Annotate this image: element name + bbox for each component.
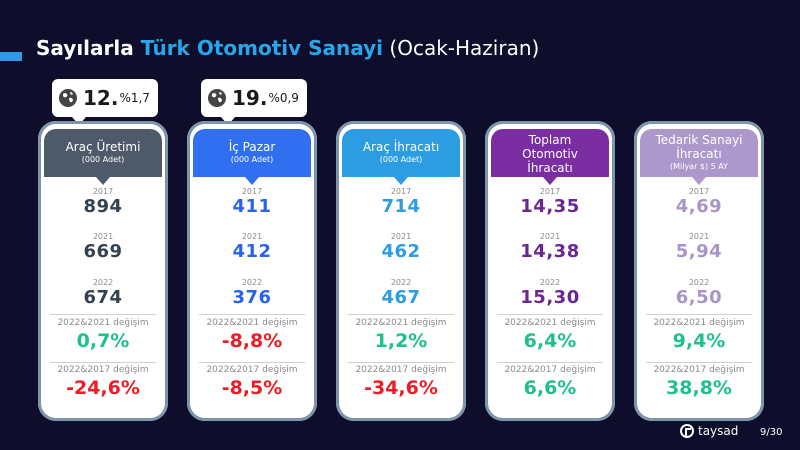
year-label: 2022 xyxy=(688,278,710,287)
year-label: 2021 xyxy=(688,232,710,241)
year-value: 376 xyxy=(232,287,272,308)
year-value: 4,69 xyxy=(675,196,723,217)
badge-rank: 12. xyxy=(83,86,119,110)
card-supplier-export: Tedarik Sanayi İhracatı (Milyar $) 5 AY 20… xyxy=(634,121,764,421)
year-label: 2017 xyxy=(688,187,710,196)
divider xyxy=(497,362,603,363)
change-label: 2022&2021 değişim xyxy=(504,318,596,328)
card-header: Tedarik Sanayi İhracatı (Milyar $) 5 AY xyxy=(640,129,758,185)
year-label: 2021 xyxy=(241,232,263,241)
card-vehicle-export: Araç İhracatı (000 Adet) 2017 714 2021 462 202… xyxy=(336,121,466,421)
card-header: Araç İhracatı (000 Adet) xyxy=(342,129,460,185)
card-domestic-market: İç Pazar (000 Adet) 2017 411 2021 412 2022 376 2… xyxy=(187,121,317,421)
badge-rank: 19. xyxy=(232,86,268,110)
year-label: 2022 xyxy=(539,278,561,287)
year-label: 2017 xyxy=(241,187,263,196)
year-label: 2021 xyxy=(92,232,114,241)
year-label: 2017 xyxy=(390,187,412,196)
card-unit: (Milyar $) 5 AY xyxy=(520,176,580,185)
year-label: 2017 xyxy=(92,187,114,196)
title-highlight: Türk Otomotiv Sanayi xyxy=(140,36,384,60)
card-title: Toplam Otomotiv İhracatı xyxy=(522,133,578,175)
year-value: 5,94 xyxy=(675,241,723,262)
ranking-badge-production: 12. %1,7 xyxy=(52,79,158,125)
logo-text: taysad xyxy=(698,424,739,438)
card-unit: (000 Adet) xyxy=(379,155,423,164)
change-label: 2022&2017 değişim xyxy=(653,365,745,375)
change-value: -8,5% xyxy=(221,377,283,399)
divider xyxy=(199,362,305,363)
change-label: 2022&2021 değişim xyxy=(57,318,149,328)
change-label: 2022&2017 değişim xyxy=(57,365,149,375)
year-value: 674 xyxy=(83,287,123,308)
year-label: 2022 xyxy=(92,278,114,287)
change-value: 0,7% xyxy=(76,330,130,352)
change-label: 2022&2017 değişim xyxy=(206,365,298,375)
change-value: 9,4% xyxy=(672,330,726,352)
page-title: Sayılarla Türk Otomotiv Sanayi (Ocak-Haz… xyxy=(36,36,539,60)
globe-icon xyxy=(59,89,77,107)
divider xyxy=(50,314,156,315)
change-value: -8,8% xyxy=(221,330,283,352)
change-label: 2022&2021 değişim xyxy=(355,318,447,328)
card-unit: (Milyar $) 5 AY xyxy=(669,162,729,171)
year-value: 14,35 xyxy=(520,196,580,217)
change-value: 38,8% xyxy=(666,377,732,399)
year-value: 6,50 xyxy=(675,287,723,308)
card-header: İç Pazar (000 Adet) xyxy=(193,129,311,185)
badge-share: %0,9 xyxy=(268,91,299,105)
change-value: 6,6% xyxy=(523,377,577,399)
year-value: 412 xyxy=(232,241,272,262)
badge-share: %1,7 xyxy=(119,91,150,105)
year-value: 14,38 xyxy=(520,241,580,262)
year-value: 462 xyxy=(381,241,421,262)
year-label: 2021 xyxy=(390,232,412,241)
page-number: 9/30 xyxy=(760,427,783,438)
card-total-export: Toplam Otomotiv İhracatı (Milyar $) 5 AY 2… xyxy=(485,121,615,421)
year-value: 15,30 xyxy=(520,287,580,308)
divider xyxy=(348,362,454,363)
title-period: (Ocak-Haziran) xyxy=(383,36,540,60)
divider xyxy=(199,314,305,315)
year-value: 714 xyxy=(381,196,421,217)
divider xyxy=(348,314,454,315)
card-header: Toplam Otomotiv İhracatı (Milyar $) 5 AY xyxy=(491,129,609,185)
card-title: Tedarik Sanayi İhracatı xyxy=(655,133,743,161)
change-value: -24,6% xyxy=(66,377,140,399)
change-label: 2022&2017 değişim xyxy=(504,365,596,375)
year-value: 669 xyxy=(83,241,123,262)
card-unit: (000 Adet) xyxy=(230,155,274,164)
taysad-logo: taysad xyxy=(680,424,738,438)
change-value: 6,4% xyxy=(523,330,577,352)
accent-bar xyxy=(0,52,22,61)
year-label: 2022 xyxy=(241,278,263,287)
divider xyxy=(497,314,603,315)
year-label: 2022 xyxy=(390,278,412,287)
year-value: 411 xyxy=(232,196,272,217)
year-value: 894 xyxy=(83,196,123,217)
taysad-logo-icon xyxy=(680,424,694,438)
card-title: İç Pazar xyxy=(228,140,276,154)
globe-icon xyxy=(208,89,226,107)
change-label: 2022&2021 değişim xyxy=(206,318,298,328)
card-header: Araç Üretimi (000 Adet) xyxy=(44,129,162,185)
divider xyxy=(646,314,752,315)
divider xyxy=(646,362,752,363)
change-label: 2022&2017 değişim xyxy=(355,365,447,375)
change-label: 2022&2021 değişim xyxy=(653,318,745,328)
change-value: -34,6% xyxy=(364,377,438,399)
card-production: Araç Üretimi (000 Adet) 2017 894 2021 669 2022… xyxy=(38,121,168,421)
year-value: 467 xyxy=(381,287,421,308)
card-title: Araç İhracatı xyxy=(362,140,440,154)
card-unit: (000 Adet) xyxy=(81,155,125,164)
year-label: 2017 xyxy=(539,187,561,196)
year-label: 2021 xyxy=(539,232,561,241)
divider xyxy=(50,362,156,363)
ranking-badge-domestic: 19. %0,9 xyxy=(201,79,307,125)
title-part1: Sayılarla xyxy=(36,36,141,60)
card-title: Araç Üretimi xyxy=(65,140,141,154)
change-value: 1,2% xyxy=(374,330,428,352)
